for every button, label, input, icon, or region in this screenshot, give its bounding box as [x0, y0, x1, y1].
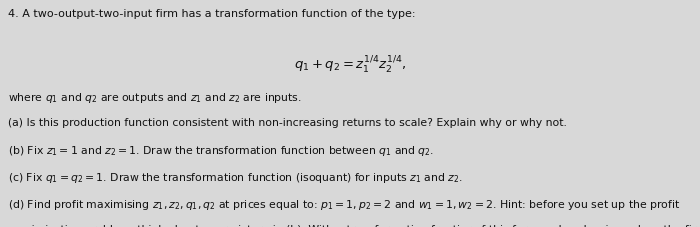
Text: where $q_1$ and $q_2$ are outputs and $z_1$ and $z_2$ are inputs.: where $q_1$ and $q_2$ are outputs and $z…: [8, 91, 302, 105]
Text: $q_1 + q_2 = z_1^{1/4}z_2^{1/4}$,: $q_1 + q_2 = z_1^{1/4}z_2^{1/4}$,: [294, 54, 406, 76]
Text: maximisation problem, think about your picture in (b). With a transformation fro: maximisation problem, think about your p…: [8, 225, 700, 227]
Text: (d) Find profit maximising $z_1, z_2, q_1, q_2$ at prices equal to: $p_1 = 1, p_: (d) Find profit maximising $z_1, z_2, q_…: [8, 198, 680, 212]
Text: 4. A two-output-two-input firm has a transformation function of the type:: 4. A two-output-two-input firm has a tra…: [8, 9, 416, 19]
Text: (c) Fix $q_1 = q_2 = 1$. Draw the transformation function (isoquant) for inputs : (c) Fix $q_1 = q_2 = 1$. Draw the transf…: [8, 171, 463, 185]
Text: (a) Is this production function consistent with non-increasing returns to scale?: (a) Is this production function consiste…: [8, 118, 567, 128]
Text: (b) Fix $z_1 = 1$ and $z_2 = 1$. Draw the transformation function between $q_1$ : (b) Fix $z_1 = 1$ and $z_2 = 1$. Draw th…: [8, 144, 435, 158]
